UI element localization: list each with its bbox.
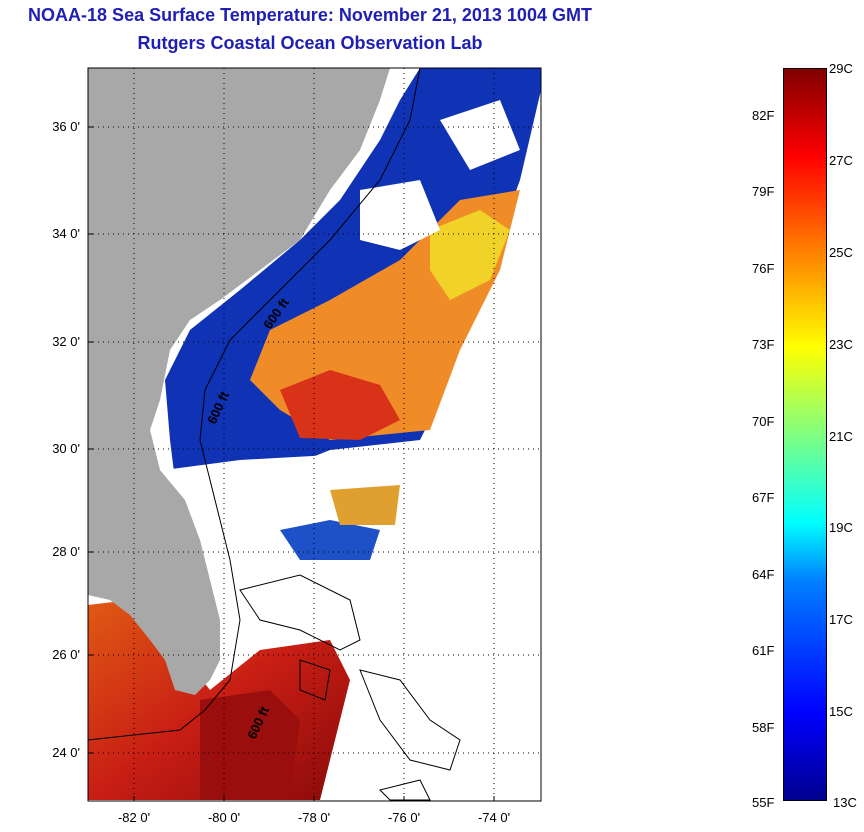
lat-tick-label: 30 0' <box>52 441 80 456</box>
temperature-colorbar <box>783 68 827 801</box>
lon-tick-label: -82 0' <box>118 810 150 825</box>
cloud-gap-1 <box>360 180 440 250</box>
colorbar-f-label: 67F <box>752 490 775 505</box>
colorbar-f-label: 55F <box>752 795 775 810</box>
lat-tick-label: 34 0' <box>52 226 80 241</box>
colorbar-c-label: 21C <box>829 429 853 444</box>
colorbar-c-label: 29C <box>829 61 853 76</box>
lon-tick-label: -78 0' <box>298 810 330 825</box>
lat-tick-label: 26 0' <box>52 647 80 662</box>
colorbar-f-label: 79F <box>752 184 775 199</box>
colorbar-f-label: 61F <box>752 643 775 658</box>
cloud-band <box>88 300 541 620</box>
map-title: NOAA-18 Sea Surface Temperature: Novembe… <box>28 5 592 25</box>
grid <box>88 68 541 801</box>
colorbar-c-label: 27C <box>829 153 853 168</box>
map-content <box>88 68 541 801</box>
lat-tick-label: 36 0' <box>52 119 80 134</box>
colorbar-c-label: 17C <box>829 612 853 627</box>
colorbar-f-label: 58F <box>752 720 775 735</box>
sst-south-hot <box>200 690 300 800</box>
sst-north-yellow <box>430 210 510 300</box>
isobath-600ft <box>88 68 421 741</box>
lon-tick-label: -80 0' <box>208 810 240 825</box>
colorbar-f-label: 82F <box>752 108 775 123</box>
colorbar-c-label: 15C <box>829 704 853 719</box>
colorbar-c-label: 23C <box>829 337 853 352</box>
bahamas-outline <box>239 574 461 801</box>
sst-mid-warm <box>330 485 400 525</box>
sst-mid-patch <box>280 520 380 560</box>
colorbar-f-label: 70F <box>752 414 775 429</box>
colorbar-f-label: 76F <box>752 261 775 276</box>
lon-tick-label: -74 0' <box>478 810 510 825</box>
colorbar-f-label: 73F <box>752 337 775 352</box>
lat-tick-label: 28 0' <box>52 544 80 559</box>
lon-tick-label: -76 0' <box>388 810 420 825</box>
lat-tick-label: 32 0' <box>52 334 80 349</box>
colorbar-f-label: 64F <box>752 567 775 582</box>
cloud-gap-2 <box>440 100 520 170</box>
colorbar-c-label: 19C <box>829 520 853 535</box>
ticks <box>88 126 495 801</box>
land-mainland <box>88 68 390 695</box>
colorbar-c-label: 25C <box>829 245 853 260</box>
lat-tick-label: 24 0' <box>52 745 80 760</box>
colorbar-c-label: 13C <box>833 795 857 810</box>
sst-north-hot <box>280 370 400 440</box>
map-subtitle: Rutgers Coastal Ocean Observation Lab <box>137 33 483 53</box>
